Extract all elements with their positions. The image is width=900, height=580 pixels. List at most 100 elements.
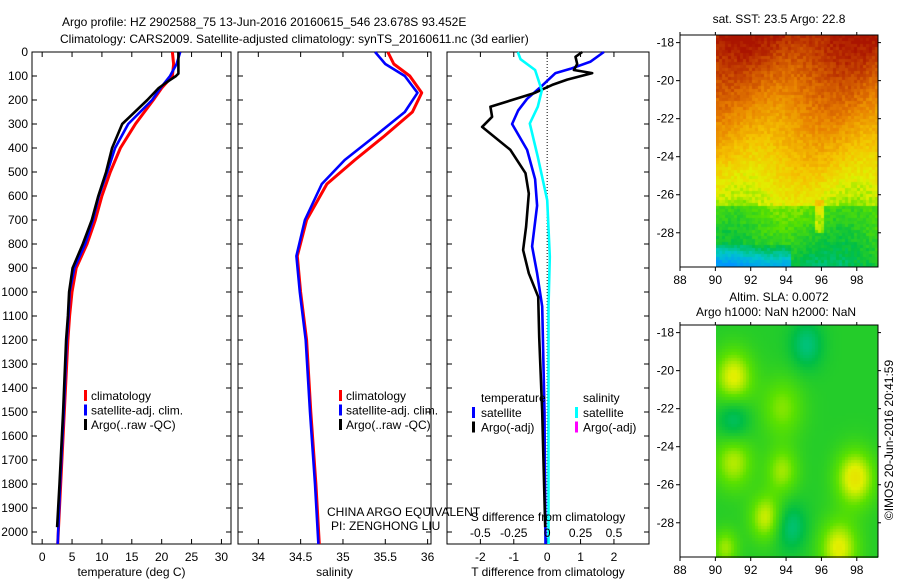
y-tick-label: 1700	[1, 453, 28, 467]
y-tick-label: 600	[8, 189, 28, 203]
x-axis-label: temperature (deg C)	[77, 565, 185, 579]
y-tick-label: 700	[8, 213, 28, 227]
x-tick-label: 94	[779, 273, 793, 287]
x-tick-label: 98	[850, 563, 864, 577]
x-tick-label: 0	[39, 550, 46, 564]
s-tick-label: -0.25	[500, 526, 528, 540]
legend-swatch	[339, 390, 342, 401]
x-tick-label: 30	[215, 550, 229, 564]
y-tick-label: -28	[657, 516, 675, 530]
legend-label: Argo(-adj)	[583, 421, 636, 435]
y-tick-label: -28	[657, 226, 675, 240]
temperature-axes-box	[31, 51, 232, 545]
x-tick-label: 34.5	[289, 550, 313, 564]
x-tick-label: 5	[69, 550, 76, 564]
difference-panel	[446, 50, 650, 545]
s-tick-label: 0.25	[569, 526, 593, 540]
series-line-t-argo-adj-	[480, 50, 594, 528]
sla-map-axes-box	[679, 324, 879, 558]
series-line-t-satellite	[510, 50, 605, 545]
sla-map-canvas	[716, 325, 878, 558]
y-tick-label: -22	[657, 402, 675, 416]
s-axis-label: S difference from climatology	[471, 510, 626, 524]
legend-header-salinity: salinity	[583, 391, 620, 405]
x-tick-label: 88	[673, 563, 687, 577]
salinity-axes-box	[237, 51, 432, 545]
y-tick-label: 100	[8, 69, 28, 83]
y-tick-label: 400	[8, 141, 28, 155]
y-tick-label: 1100	[2, 309, 28, 323]
y-tick-label: -26	[657, 478, 675, 492]
legend-label: satellite-adj. clim.	[346, 404, 438, 418]
figure-title-line2: Climatology: CARS2009. Satellite-adjuste…	[60, 32, 529, 46]
y-tick-label: -18	[657, 36, 675, 50]
x-tick-label: 96	[815, 273, 829, 287]
y-tick-label: 800	[8, 237, 28, 251]
temperature-panel	[31, 51, 232, 545]
x-tick-label: 10	[95, 550, 109, 564]
y-tick-label: 1800	[1, 477, 28, 491]
sla-map-subtitle: Argo h1000: NaN h2000: NaN	[696, 305, 856, 319]
x-tick-label: 1	[577, 550, 584, 564]
y-tick-label: 200	[8, 93, 28, 107]
y-tick-label: -20	[657, 74, 675, 88]
pi-label: PI: ZENGHONG LIU	[331, 519, 440, 533]
x-tick-label: 34	[252, 550, 266, 564]
x-tick-label: 92	[744, 273, 758, 287]
y-tick-label: 1600	[1, 429, 28, 443]
y-tick-label: -22	[657, 112, 675, 126]
legend-swatch	[472, 407, 475, 418]
y-tick-label: 1200	[1, 333, 28, 347]
legend-header-temperature: temperature	[481, 391, 546, 405]
legend-label: satellite	[481, 406, 522, 420]
x-tick-label: 36	[421, 550, 435, 564]
legend-label: Argo(..raw -QC)	[346, 418, 431, 432]
legend-swatch	[84, 419, 87, 430]
series-line-s-satellite	[516, 51, 552, 544]
x-tick-label: 25	[185, 550, 199, 564]
x-tick-label: 20	[155, 550, 169, 564]
sst-map-axes-box	[679, 34, 879, 268]
sst-map-title: sat. SST: 23.5 Argo: 22.8	[713, 12, 846, 26]
program-label: CHINA ARGO EQUIVALENT	[327, 505, 481, 519]
x-tick-label: 35	[336, 550, 350, 564]
legend-label: Argo(..raw -QC)	[91, 418, 176, 432]
y-tick-label: 1300	[1, 357, 28, 371]
legend-swatch	[575, 421, 578, 433]
figure-title-line1: Argo profile: HZ 2902588_75 13-Jun-2016 …	[62, 15, 466, 29]
y-tick-label: 1900	[1, 501, 28, 515]
x-tick-label: 94	[779, 563, 793, 577]
legend-label: climatology	[346, 389, 406, 403]
sla-map-panel	[676, 322, 881, 561]
series-line-argo-raw-qc-	[55, 52, 180, 528]
x-axis-label: T difference from climatology	[471, 565, 625, 579]
legend-label: climatology	[91, 389, 151, 403]
legend-label: Argo(-adj)	[481, 421, 534, 435]
x-tick-label: 90	[709, 273, 723, 287]
x-tick-label: 15	[125, 550, 139, 564]
legend-swatch	[472, 421, 475, 433]
legend-label: satellite-adj. clim.	[91, 404, 183, 418]
sla-map-title: Altim. SLA: 0.0072	[729, 290, 829, 304]
legend-label: satellite	[583, 406, 624, 420]
y-tick-label: 1400	[1, 381, 28, 395]
x-tick-label: 2	[611, 550, 618, 564]
x-tick-label: 92	[744, 563, 758, 577]
y-tick-label: 1500	[1, 405, 28, 419]
sst-map-canvas	[716, 35, 878, 267]
x-axis-label: salinity	[316, 565, 353, 579]
legend-swatch	[339, 404, 342, 416]
x-tick-label: 0	[544, 550, 551, 564]
x-tick-label: -2	[475, 550, 486, 564]
legend-swatch	[84, 404, 87, 416]
series-line-satellite-adj-clim-	[295, 51, 419, 545]
y-tick-label: -24	[657, 150, 675, 164]
x-tick-label: -1	[508, 550, 519, 564]
sst-map-panel	[676, 32, 881, 271]
x-tick-label: 90	[709, 563, 723, 577]
x-tick-label: 88	[673, 273, 687, 287]
copyright-label: ©IMOS 20-Jun-2016 20:41:59	[882, 360, 896, 521]
s-tick-label: 0	[544, 526, 551, 540]
